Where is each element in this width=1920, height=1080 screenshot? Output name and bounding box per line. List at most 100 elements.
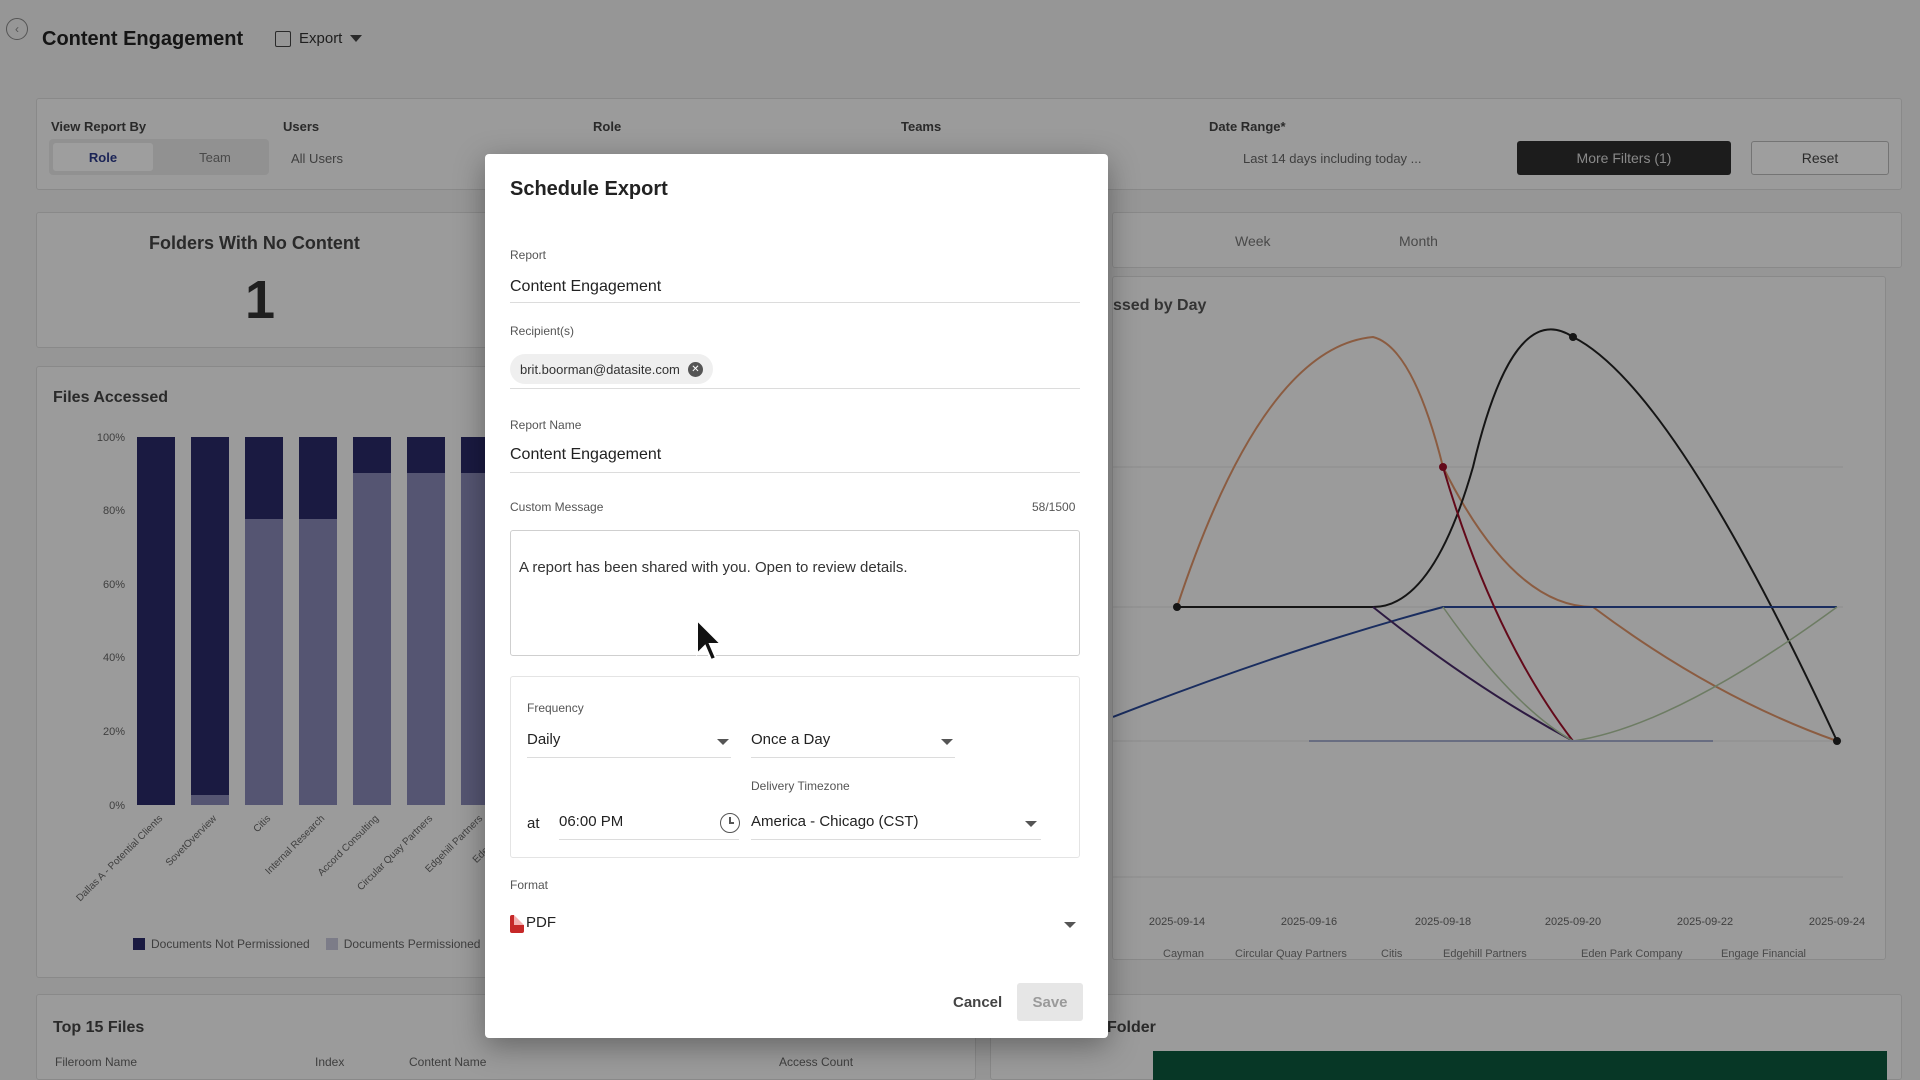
back-icon[interactable]: ‹ bbox=[6, 18, 28, 40]
files-accessed-chart: 100% 80% 60% 40% 20% 0% bbox=[74, 432, 495, 904]
x-tick: 2025-09-20 bbox=[1545, 916, 1601, 928]
chevron-down-icon[interactable] bbox=[1025, 821, 1037, 827]
legend-label[interactable]: Engage Financial bbox=[1721, 948, 1806, 960]
bar-segment bbox=[353, 437, 391, 473]
occurrence-underline bbox=[751, 757, 955, 758]
legend-label[interactable]: Citis bbox=[1381, 948, 1403, 960]
data-point bbox=[1173, 603, 1181, 611]
period-tabs: Week Month bbox=[1112, 212, 1902, 268]
frequency-select[interactable]: Daily bbox=[527, 731, 561, 748]
dialog-title: Schedule Export bbox=[510, 178, 668, 200]
date-range-select[interactable]: Last 14 days including today ... bbox=[1243, 151, 1422, 166]
legend-label[interactable]: Edgehill Partners bbox=[1443, 948, 1527, 960]
legend-item[interactable]: Documents Not Permissioned bbox=[133, 937, 310, 951]
legend-label: Documents Not Permissioned bbox=[151, 937, 310, 951]
legend-label[interactable]: Circular Quay Partners bbox=[1235, 948, 1347, 960]
date-range-label: Date Range* bbox=[1209, 119, 1286, 134]
column-header[interactable]: Index bbox=[315, 1055, 345, 1069]
view-report-toggle[interactable]: Role Team bbox=[49, 139, 269, 175]
legend-item[interactable]: Documents Permissioned bbox=[325, 937, 480, 951]
x-tick: 2025-09-22 bbox=[1677, 916, 1733, 928]
legend-label[interactable]: Cayman bbox=[1163, 948, 1204, 960]
schedule-export-dialog: Schedule Export Report Content Engagemen… bbox=[485, 154, 1108, 1038]
export-button[interactable]: Export bbox=[275, 30, 363, 47]
bar-segment bbox=[299, 519, 337, 805]
by-folder-card: Folder bbox=[990, 994, 1902, 1080]
bar-segment bbox=[353, 473, 391, 805]
recipient-chip[interactable]: brit.boorman@datasite.com ✕ bbox=[510, 354, 713, 384]
export-icon bbox=[275, 30, 291, 47]
chevron-down-icon[interactable] bbox=[717, 739, 729, 745]
format-select[interactable]: PDF bbox=[526, 914, 556, 931]
remove-recipient-icon[interactable]: ✕ bbox=[687, 361, 703, 377]
timezone-underline bbox=[751, 839, 1041, 840]
custom-message-textarea[interactable] bbox=[510, 530, 1080, 656]
data-point bbox=[1569, 333, 1577, 341]
frequency-label: Frequency bbox=[527, 701, 584, 715]
more-filters-button[interactable]: More Filters (1) bbox=[1517, 141, 1731, 175]
column-header[interactable]: Content Name bbox=[409, 1055, 487, 1069]
timezone-select[interactable]: America - Chicago (CST) bbox=[751, 813, 919, 830]
report-label: Report bbox=[510, 248, 547, 262]
series-line bbox=[1372, 606, 1574, 742]
mouse-cursor-icon bbox=[696, 618, 724, 662]
tab-month[interactable]: Month bbox=[1399, 233, 1438, 249]
view-report-by-label: View Report By bbox=[51, 119, 147, 134]
at-label: at bbox=[527, 815, 540, 832]
bar-segment bbox=[245, 437, 283, 519]
chevron-down-icon[interactable] bbox=[941, 739, 953, 745]
kpi-title: Folders With No Content bbox=[149, 233, 360, 253]
custom-message-counter: 58/1500 bbox=[1032, 500, 1076, 514]
view-option-team[interactable]: Team bbox=[199, 149, 231, 165]
data-point bbox=[1833, 737, 1841, 745]
tab-week[interactable]: Week bbox=[1235, 233, 1271, 249]
column-header[interactable]: Access Count bbox=[779, 1055, 854, 1069]
custom-message-label: Custom Message bbox=[510, 500, 604, 514]
y-tick: 100% bbox=[97, 432, 125, 444]
bar-segment bbox=[245, 519, 283, 805]
users-select[interactable]: All Users bbox=[291, 151, 344, 166]
y-tick: 20% bbox=[103, 726, 125, 738]
data-point bbox=[1439, 463, 1447, 471]
occurrence-select[interactable]: Once a Day bbox=[751, 731, 831, 748]
report-value: Content Engagement bbox=[510, 278, 662, 295]
files-by-day-chart: 2025-09-14 2025-09-16 2025-09-18 2025-09… bbox=[1113, 328, 1865, 960]
x-tick: 2025-09-14 bbox=[1149, 916, 1205, 928]
report-underline bbox=[510, 302, 1080, 303]
recipient-chip-label: brit.boorman@datasite.com bbox=[520, 361, 680, 377]
legend-swatch bbox=[325, 938, 338, 950]
files-by-day-card: ssed by Day 2025-09-14 2025-09-16 202 bbox=[1112, 276, 1886, 960]
time-input[interactable]: 06:00 PM bbox=[559, 813, 624, 830]
top-files-header: Fileroom Name Index Content Name Access … bbox=[55, 1055, 853, 1069]
kpi-value: 1 bbox=[245, 270, 276, 330]
save-button[interactable]: Save bbox=[1017, 983, 1083, 1021]
stacked-bars bbox=[137, 437, 491, 805]
y-tick: 0% bbox=[109, 800, 125, 812]
x-tick: 2025-09-18 bbox=[1415, 916, 1471, 928]
series-line bbox=[1113, 606, 1837, 718]
reset-button[interactable]: Reset bbox=[1751, 141, 1889, 175]
bar-segment bbox=[137, 437, 175, 805]
chevron-down-icon[interactable] bbox=[1064, 922, 1076, 928]
column-header[interactable]: Fileroom Name bbox=[55, 1055, 138, 1069]
chevron-down-icon bbox=[350, 35, 363, 42]
files-accessed-title: Files Accessed bbox=[53, 389, 169, 406]
files-accessed-legend: Documents Not Permissioned Documents Per… bbox=[133, 937, 480, 951]
frequency-section: Frequency Daily Once a Day Delivery Time… bbox=[510, 676, 1080, 858]
bar-segment bbox=[407, 437, 445, 473]
by-folder-title: Folder bbox=[1107, 1019, 1156, 1036]
cancel-button[interactable]: Cancel bbox=[943, 984, 1012, 1020]
legend-label[interactable]: Eden Park Company bbox=[1581, 948, 1683, 960]
legend-swatch bbox=[133, 938, 145, 950]
pdf-icon bbox=[510, 915, 524, 933]
view-option-role[interactable]: Role bbox=[53, 143, 153, 171]
y-tick: 60% bbox=[103, 579, 125, 591]
bar-segment bbox=[407, 473, 445, 805]
files-accessed-card: Files Accessed 100% 80% 60% 40% 20% 0% bbox=[36, 366, 496, 978]
delivery-timezone-label: Delivery Timezone bbox=[751, 779, 850, 793]
line-chart-title: ssed by Day bbox=[1113, 297, 1207, 314]
report-name-input[interactable]: Content Engagement bbox=[510, 446, 662, 463]
clock-icon[interactable] bbox=[720, 813, 740, 833]
y-tick: 80% bbox=[103, 505, 125, 517]
page-title: Content Engagement bbox=[42, 28, 244, 50]
